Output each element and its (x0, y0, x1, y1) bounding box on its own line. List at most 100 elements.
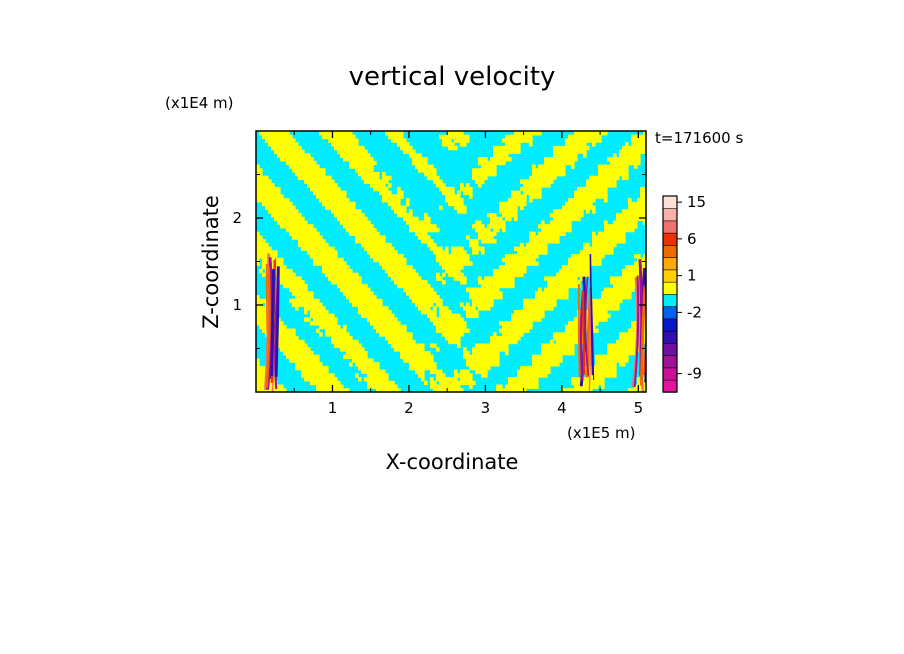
positive-velocity-cell (337, 213, 341, 218)
positive-velocity-cell (634, 332, 638, 337)
positive-velocity-cell (334, 205, 338, 210)
positive-velocity-cell (325, 134, 329, 140)
positive-velocity-cell (340, 339, 344, 345)
positive-velocity-cell (565, 209, 569, 214)
positive-velocity-cell (358, 235, 362, 240)
positive-velocity-cell (553, 336, 557, 341)
positive-velocity-cell (511, 190, 515, 195)
positive-velocity-cell (283, 138, 287, 143)
positive-velocity-cell (382, 194, 386, 199)
positive-velocity-cell (301, 246, 305, 251)
positive-velocity-cell (526, 186, 530, 192)
positive-velocity-cell (262, 328, 266, 333)
positive-velocity-cell (625, 336, 629, 341)
positive-velocity-cell (478, 362, 482, 367)
positive-velocity-cell (328, 268, 332, 274)
positive-velocity-cell (472, 358, 476, 363)
positive-velocity-cell (283, 268, 287, 274)
positive-velocity-cell (382, 242, 386, 248)
positive-velocity-cell (307, 306, 311, 311)
positive-velocity-cell (640, 257, 644, 263)
positive-velocity-cell (442, 380, 446, 386)
positive-velocity-cell (619, 347, 623, 352)
positive-velocity-cell (304, 227, 308, 233)
positive-velocity-cell (547, 347, 551, 352)
positive-velocity-cell (421, 239, 425, 244)
positive-velocity-cell (502, 336, 506, 341)
positive-velocity-cell (400, 190, 404, 195)
positive-velocity-cell (271, 250, 275, 255)
positive-velocity-cell (295, 168, 299, 173)
positive-velocity-cell (631, 321, 635, 326)
positive-velocity-cell (436, 377, 440, 382)
positive-velocity-cell (397, 268, 401, 274)
positive-velocity-cell (517, 254, 521, 259)
positive-velocity-cell (631, 160, 635, 166)
positive-velocity-cell (400, 347, 404, 352)
positive-velocity-cell (400, 354, 404, 360)
positive-velocity-cell (568, 157, 572, 162)
positive-velocity-cell (421, 369, 425, 374)
positive-velocity-cell (391, 205, 395, 210)
positive-velocity-cell (406, 198, 410, 203)
positive-velocity-cell (406, 213, 410, 218)
positive-velocity-cell (337, 131, 341, 136)
positive-velocity-cell (256, 358, 260, 363)
positive-velocity-cell (550, 287, 554, 292)
positive-velocity-cell (625, 332, 629, 337)
positive-velocity-cell (538, 175, 542, 181)
positive-velocity-cell (385, 190, 389, 195)
positive-velocity-cell (550, 291, 554, 296)
positive-velocity-cell (619, 298, 623, 304)
positive-velocity-cell (601, 131, 605, 136)
positive-velocity-cell (331, 268, 335, 274)
positive-velocity-cell (607, 350, 611, 356)
positive-velocity-cell (466, 328, 470, 333)
positive-velocity-cell (484, 350, 488, 356)
positive-velocity-cell (358, 358, 362, 363)
positive-velocity-cell (409, 350, 413, 356)
positive-velocity-cell (409, 145, 413, 151)
positive-velocity-cell (550, 347, 554, 352)
positive-velocity-cell (643, 339, 646, 345)
positive-velocity-cell (529, 194, 533, 199)
positive-velocity-cell (391, 194, 395, 199)
positive-velocity-cell (574, 384, 578, 389)
positive-velocity-cell (565, 145, 569, 151)
positive-velocity-cell (541, 358, 545, 363)
positive-velocity-cell (628, 347, 632, 352)
positive-velocity-cell (262, 239, 266, 244)
positive-velocity-cell (628, 343, 632, 348)
positive-velocity-cell (340, 343, 344, 348)
positive-velocity-cell (517, 145, 521, 151)
positive-velocity-cell (313, 309, 317, 315)
positive-velocity-cell (454, 272, 458, 278)
positive-velocity-cell (394, 272, 398, 278)
positive-velocity-cell (403, 265, 407, 270)
positive-velocity-cell (454, 145, 458, 151)
positive-velocity-cell (460, 201, 464, 207)
positive-velocity-cell (538, 362, 542, 367)
positive-velocity-cell (484, 362, 488, 367)
positive-velocity-cell (268, 190, 272, 195)
positive-velocity-cell (460, 373, 464, 378)
positive-velocity-cell (484, 175, 488, 181)
positive-velocity-cell (556, 295, 560, 300)
positive-velocity-cell (259, 268, 263, 274)
positive-velocity-cell (643, 220, 646, 225)
positive-velocity-cell (580, 145, 584, 151)
positive-velocity-cell (496, 224, 500, 229)
positive-velocity-cell (574, 209, 578, 214)
positive-velocity-cell (370, 250, 374, 255)
positive-velocity-cell (310, 231, 314, 236)
positive-velocity-cell (493, 216, 497, 222)
positive-velocity-cell (376, 309, 380, 315)
positive-velocity-cell (325, 388, 329, 392)
positive-velocity-cell (628, 339, 632, 345)
positive-velocity-cell (325, 254, 329, 259)
positive-velocity-cell (589, 179, 593, 184)
positive-velocity-cell (571, 145, 575, 151)
positive-velocity-cell (622, 339, 626, 345)
positive-velocity-cell (499, 220, 503, 225)
positive-velocity-cell (412, 227, 416, 233)
